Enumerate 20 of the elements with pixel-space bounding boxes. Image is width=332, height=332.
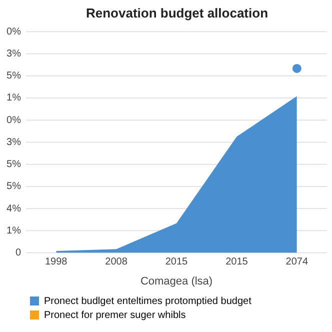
text: 5% xyxy=(6,181,22,192)
x-tick-label: 2015 xyxy=(165,256,188,268)
text: 4% xyxy=(6,203,22,214)
chart-title: Renovation budget allocation xyxy=(86,5,268,20)
text: 0% xyxy=(6,26,22,38)
x-tick-label: 1998 xyxy=(44,256,68,268)
text: 5% xyxy=(6,70,22,82)
legend-label: Pronect for premer suger whibls xyxy=(44,310,186,321)
text: 0% xyxy=(6,114,22,126)
text: 0 xyxy=(15,248,22,259)
text: 1% xyxy=(6,225,22,236)
legend-label: Pronect budlget enteltimes protomptied budget xyxy=(44,296,252,307)
text: 5% xyxy=(6,159,22,170)
x-tick-label: 2015 xyxy=(226,256,248,268)
text: 1% xyxy=(6,92,22,104)
x-tick-label: 2008 xyxy=(105,256,128,268)
x-axis-title: Comagea (lsa) xyxy=(140,275,213,288)
text: 3% xyxy=(6,136,22,148)
text: 3% xyxy=(6,48,22,60)
x-tick-label: 2074 xyxy=(286,256,308,268)
